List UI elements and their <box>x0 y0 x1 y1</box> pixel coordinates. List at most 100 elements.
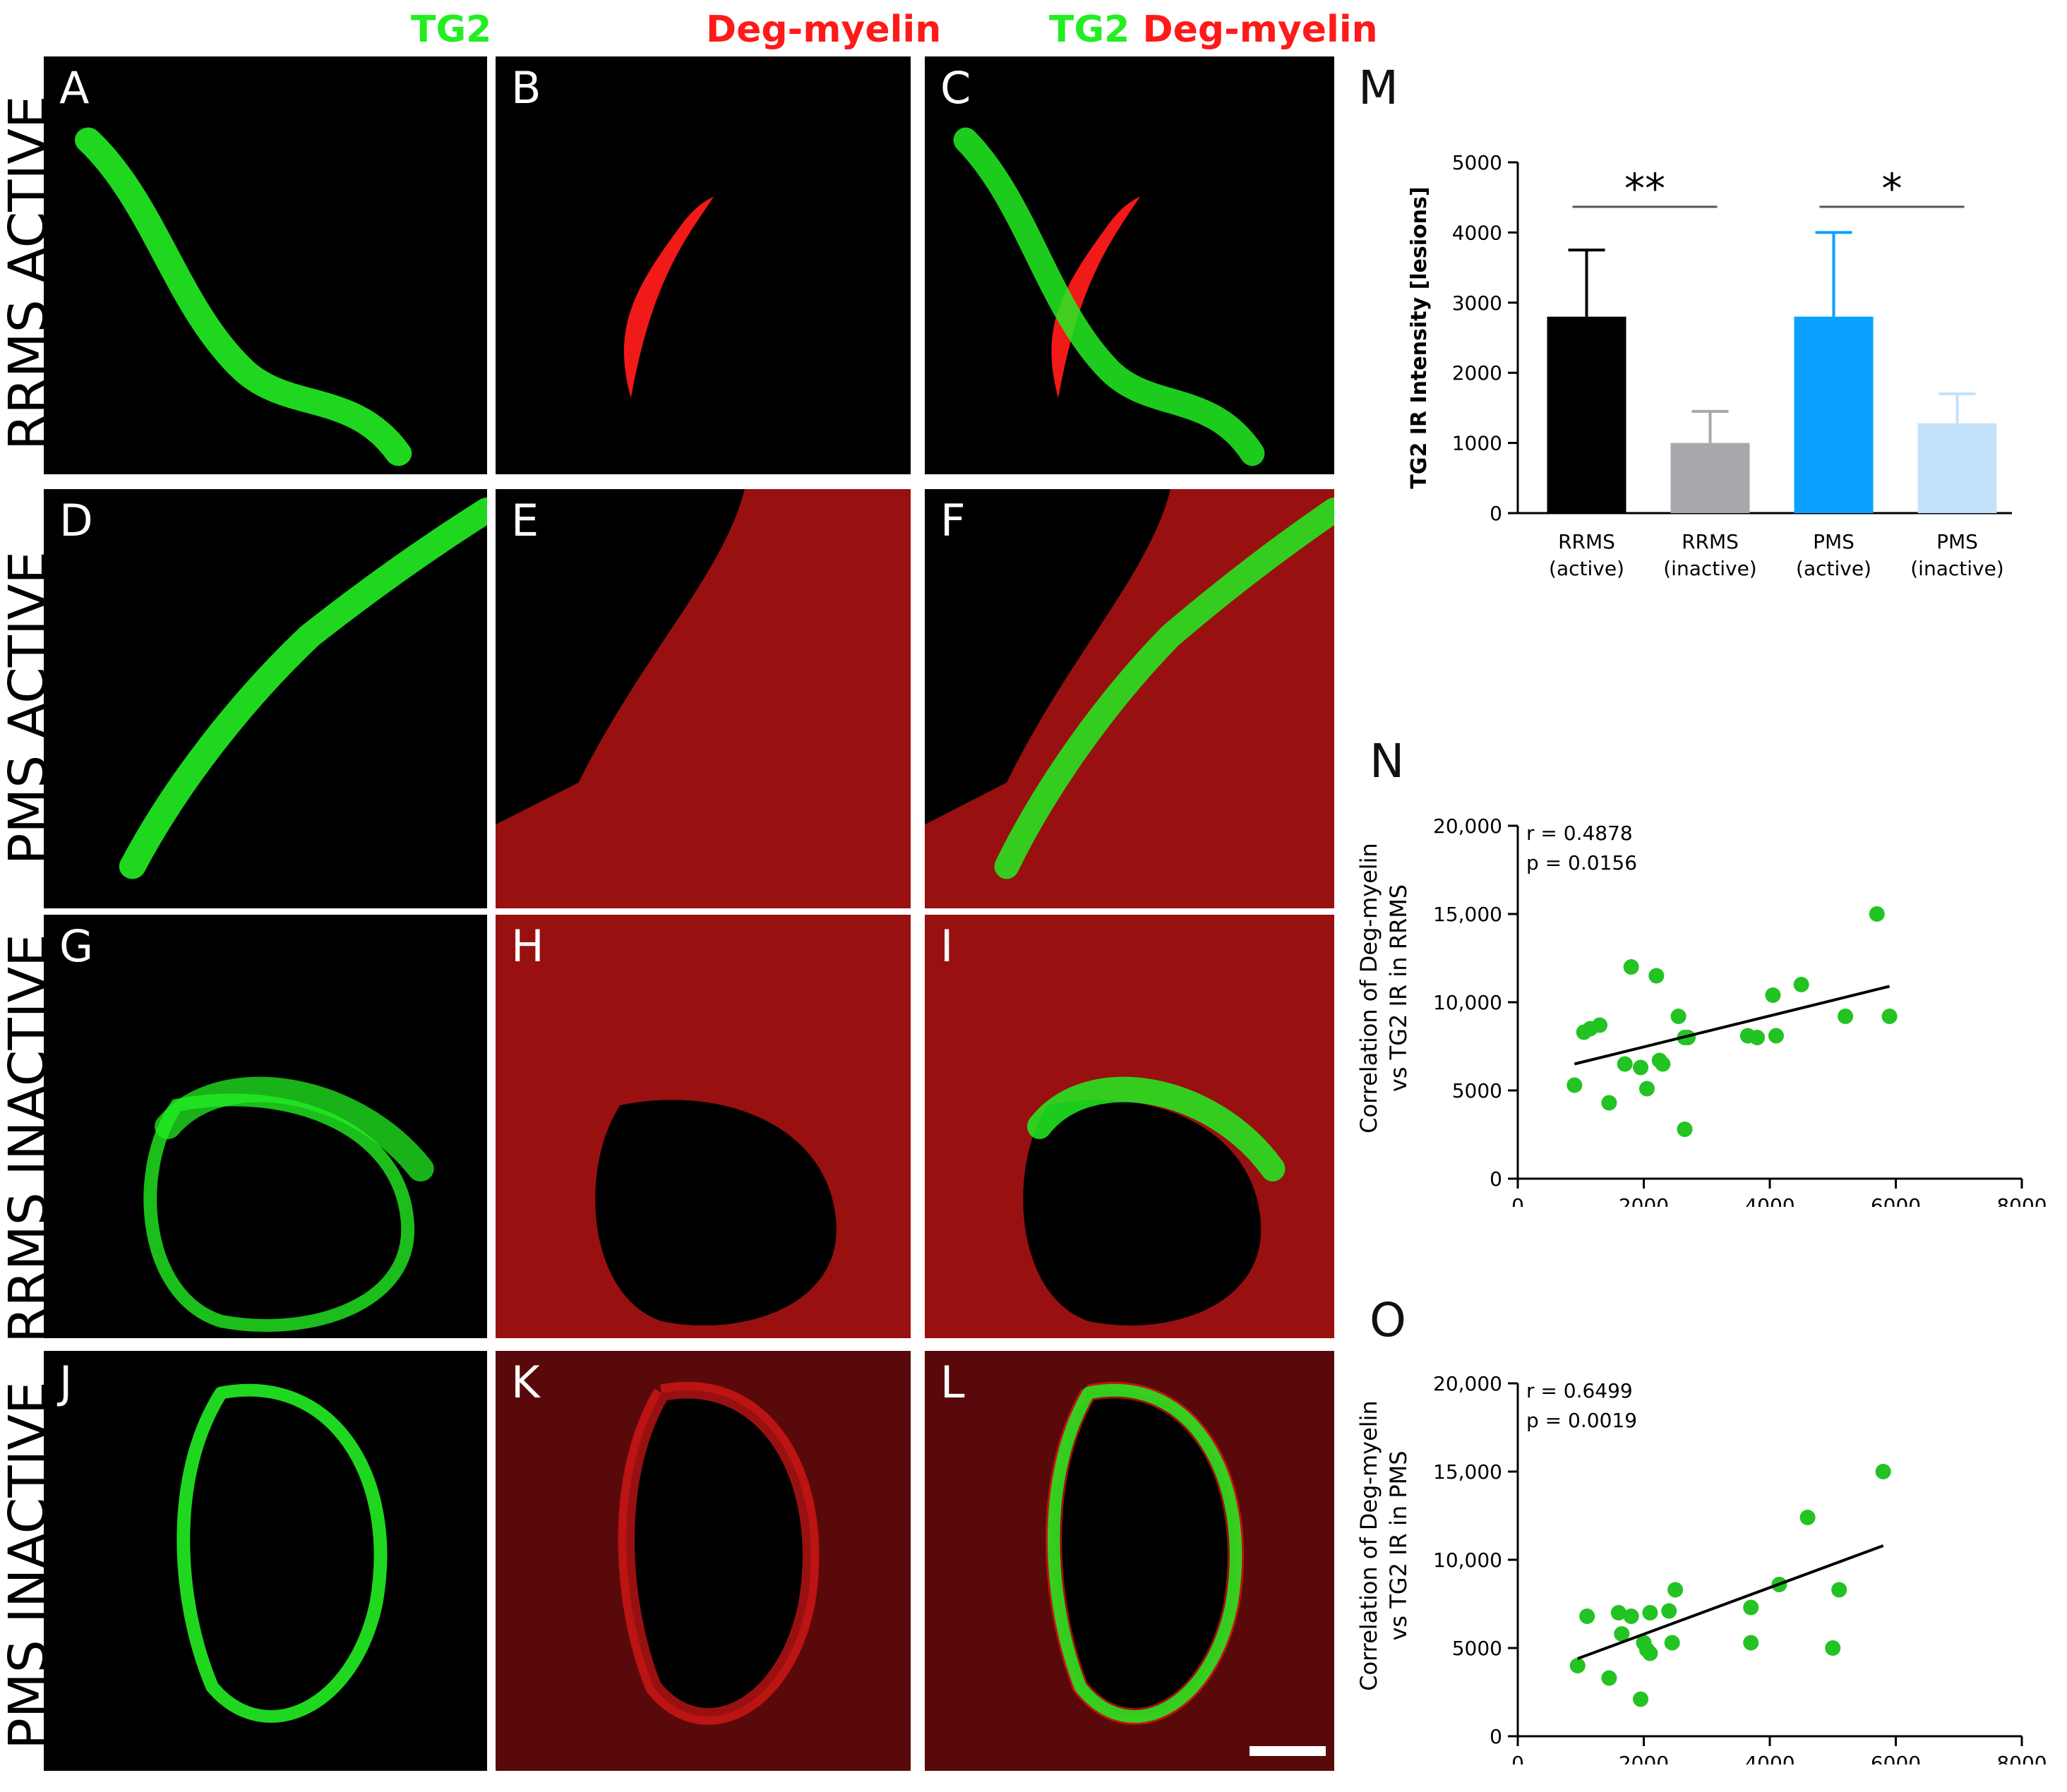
y-axis-title: Correlation of Deg-myelin <box>1355 843 1382 1133</box>
panel-letter: K <box>511 1357 540 1408</box>
scatter-point <box>1569 1658 1586 1673</box>
category-label: (inactive) <box>1910 557 2003 580</box>
scatter-point <box>1749 1030 1766 1045</box>
x-tick-label: 8000 <box>1996 1194 2047 1207</box>
significance-label: * <box>1882 164 1903 212</box>
trend-line <box>1574 985 1891 1066</box>
y-axis-title: TG2 IR Intensity [lesions] <box>1407 186 1432 488</box>
scale-bar <box>1250 1746 1326 1756</box>
scatter-point <box>1633 1691 1649 1707</box>
micrograph-panel-e: E <box>496 489 911 908</box>
column-header-tg2: TG2 <box>411 8 492 51</box>
scatter-point <box>1601 1670 1617 1686</box>
scatter-point <box>1655 1056 1671 1072</box>
scatter-point <box>1677 1121 1693 1137</box>
scatter-point <box>1743 1599 1759 1616</box>
y-tick-label: 5000 <box>1452 1079 1502 1102</box>
bar-chart-tg2-intensity: 0 1000 2000 3000 4000 5000 TG2 IR Intensity [l… <box>1407 151 2012 580</box>
category-label: RRMS <box>1682 530 1739 553</box>
scatter-point <box>1881 1009 1898 1024</box>
scatter-point <box>1610 1605 1626 1620</box>
scatter-point <box>1601 1095 1617 1111</box>
y-tick-label: 3000 <box>1452 291 1502 315</box>
micrograph-panel-i: I <box>925 915 1334 1338</box>
scatter-point <box>1638 1081 1655 1097</box>
scatter-point <box>1869 906 1885 922</box>
x-tick-label: 6000 <box>1871 1194 1921 1207</box>
x-tick-label: 2000 <box>1619 1752 1669 1764</box>
y-tick-label: 5000 <box>1452 1637 1502 1660</box>
scatter-point <box>1875 1464 1891 1479</box>
scatter-point <box>1642 1645 1658 1661</box>
scatter-point <box>1648 968 1665 984</box>
bar <box>1917 423 1997 513</box>
panel-letter: I <box>940 920 954 972</box>
panel-letter: B <box>511 62 541 114</box>
figure-label-m: M <box>1358 61 1398 115</box>
y-tick-label: 2000 <box>1452 361 1502 385</box>
stats-annotation: r = 0.6499 <box>1526 1379 1633 1402</box>
merge-header-deg-myelin: Deg-myelin <box>1142 8 1378 51</box>
y-tick-label: 20,000 <box>1433 814 1502 838</box>
stats-annotation: r = 0.4878 <box>1526 822 1633 845</box>
category-label: (inactive) <box>1663 557 1756 580</box>
micrograph-panel-l: L <box>925 1351 1334 1771</box>
scatter-point <box>1831 1582 1847 1598</box>
x-tick-label: 4000 <box>1744 1752 1795 1764</box>
merge-header-tg2: TG2 <box>1049 8 1130 51</box>
y-tick-label: 10,000 <box>1433 1549 1502 1572</box>
micrograph-panel-d: D <box>44 489 487 908</box>
scatter-point <box>1667 1582 1684 1598</box>
panel-letter: D <box>59 495 93 546</box>
micrograph-panel-a: A <box>44 56 487 474</box>
y-tick-label: 4000 <box>1452 221 1502 244</box>
scatter-point <box>1633 1059 1649 1076</box>
scatter-point <box>1614 1626 1630 1642</box>
y-tick-label: 20,000 <box>1433 1372 1502 1395</box>
panel-letter: L <box>940 1357 965 1408</box>
category-label: PMS <box>1936 530 1978 553</box>
trend-line <box>1577 1544 1884 1660</box>
scatter-point <box>1838 1009 1854 1024</box>
category-label: (active) <box>1549 557 1624 580</box>
panel-letter: A <box>59 62 90 114</box>
scatter-point <box>1661 1603 1677 1619</box>
panel-letter: C <box>940 62 971 114</box>
micrograph-panel-g: G <box>44 915 487 1338</box>
panel-letter: G <box>59 920 94 972</box>
bar <box>1547 316 1626 513</box>
scatter-point <box>1768 1028 1784 1044</box>
scatter-chart-pms: 0 5000 10,000 15,000 20,000 0 2000 4000 6000 8000… <box>1355 1372 2047 1764</box>
panel-letter: H <box>511 920 544 972</box>
scatter-point <box>1623 1608 1639 1624</box>
y-axis-title: Correlation of Deg-myelin <box>1355 1400 1382 1691</box>
micrograph-panel-f: F <box>925 489 1334 908</box>
scatter-point <box>1664 1635 1680 1651</box>
scatter-point <box>1743 1635 1759 1651</box>
scatter-point <box>1579 1608 1595 1624</box>
scatter-point <box>1793 977 1809 992</box>
bar <box>1670 443 1750 513</box>
y-axis-title: vs TG2 IR in PMS <box>1385 1450 1412 1640</box>
y-tick-label: 0 <box>1490 1725 1502 1748</box>
micrograph-panel-k: K <box>496 1351 911 1771</box>
column-header-deg-myelin: Deg-myelin <box>706 8 942 51</box>
significance-label: ** <box>1624 164 1665 212</box>
scatter-point <box>1623 959 1639 975</box>
panel-letter: E <box>511 495 539 546</box>
y-axis-title: vs TG2 IR in RRMS <box>1385 884 1412 1092</box>
y-tick-label: 1000 <box>1452 432 1502 455</box>
micrograph-panel-c: C <box>925 56 1334 474</box>
panel-letter: J <box>59 1357 73 1408</box>
panel-letter: F <box>940 495 966 546</box>
x-tick-label: 0 <box>1511 1194 1524 1207</box>
figure-label-o: O <box>1370 1293 1406 1347</box>
category-label: PMS <box>1813 530 1855 553</box>
category-label: RRMS <box>1558 530 1615 553</box>
stats-annotation: p = 0.0156 <box>1526 851 1637 874</box>
category-label: (active) <box>1796 557 1871 580</box>
scatter-point <box>1799 1510 1816 1525</box>
scatter-point <box>1566 1077 1583 1093</box>
x-tick-label: 6000 <box>1871 1752 1921 1764</box>
scatter-point <box>1765 987 1781 1003</box>
